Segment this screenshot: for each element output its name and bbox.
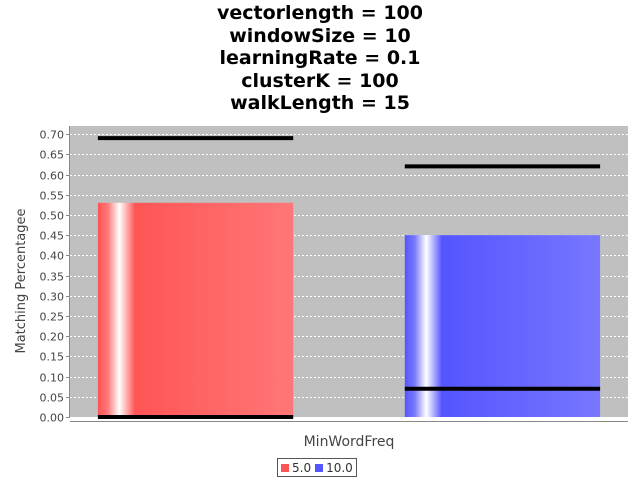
chart-title: vectorlength = 100 windowSize = 10 learn… bbox=[0, 2, 640, 115]
x-axis-label: MinWordFreq bbox=[304, 434, 395, 450]
title-line: vectorlength = 100 bbox=[217, 2, 423, 24]
y-tick-label: 0.50 bbox=[40, 210, 65, 223]
legend-swatch-blue bbox=[315, 463, 324, 472]
y-tick-label: 0.15 bbox=[40, 351, 65, 364]
legend: 5.0 10.0 bbox=[277, 458, 357, 477]
y-tick-label: 0.55 bbox=[40, 190, 65, 203]
y-axis-label: Matching Percentagee bbox=[14, 208, 29, 353]
legend-swatch-red bbox=[281, 463, 289, 472]
y-tick-label: 0.70 bbox=[40, 129, 65, 142]
bar-series-0 bbox=[97, 202, 294, 417]
legend-label: 5.0 bbox=[292, 460, 312, 475]
y-tick-label: 0.00 bbox=[40, 412, 65, 425]
interval-lines bbox=[97, 136, 601, 419]
y-tick-label: 0.20 bbox=[40, 331, 65, 344]
legend-item: 10.0 bbox=[315, 461, 353, 475]
title-line: windowSize = 10 bbox=[229, 24, 411, 47]
y-tick-label: 0.10 bbox=[40, 372, 65, 385]
y-tick-label: 0.35 bbox=[40, 271, 65, 284]
legend-item: 5.0 bbox=[281, 461, 311, 475]
y-tick-label: 0.65 bbox=[40, 149, 65, 162]
title-line: walkLength = 15 bbox=[230, 92, 410, 115]
y-tick-label: 0.45 bbox=[40, 230, 65, 243]
title-line: learningRate = 0.1 bbox=[219, 47, 421, 70]
axes bbox=[69, 126, 628, 422]
y-tick-label: 0.25 bbox=[40, 311, 65, 324]
bar-series-1 bbox=[404, 235, 601, 417]
bars bbox=[97, 202, 601, 417]
y-tick-label: 0.60 bbox=[40, 170, 65, 183]
y-tick-label: 0.40 bbox=[40, 250, 65, 263]
y-tick-label: 0.30 bbox=[40, 291, 65, 304]
y-tick-labels: 0.00 0.05 0.10 0.15 0.20 0.25 0.30 0.35 0.40 0.45… bbox=[40, 129, 70, 425]
y-tick-label: 0.05 bbox=[40, 392, 65, 405]
title-line: clusterK = 100 bbox=[241, 69, 399, 92]
legend-label: 10.0 bbox=[326, 460, 353, 475]
